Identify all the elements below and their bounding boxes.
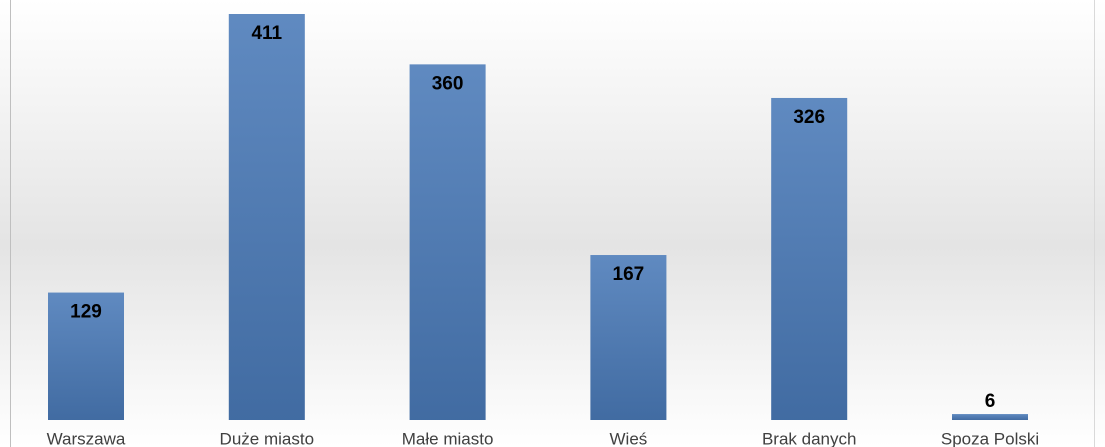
x-tick-label: Duże miasto bbox=[220, 429, 314, 447]
x-tick-label: Spoza Polski bbox=[941, 429, 1039, 447]
data-label: 129 bbox=[70, 302, 102, 323]
x-tick-label: Brak danych bbox=[762, 429, 857, 447]
bar-shade bbox=[409, 64, 486, 420]
data-label: 326 bbox=[793, 107, 825, 128]
x-tick-label: Warszawa bbox=[47, 429, 126, 447]
data-label: 6 bbox=[985, 391, 996, 412]
data-label: 411 bbox=[251, 23, 282, 44]
bar-shade bbox=[771, 97, 848, 420]
bar-shade bbox=[48, 292, 124, 420]
bar-shade bbox=[228, 14, 305, 420]
bar-shade bbox=[952, 414, 1028, 420]
x-tick-label: Małe miasto bbox=[402, 429, 494, 447]
data-label: 167 bbox=[613, 264, 645, 285]
x-tick-label: Wieś bbox=[610, 429, 648, 447]
data-label: 360 bbox=[432, 73, 464, 94]
bar-shade bbox=[590, 255, 667, 420]
